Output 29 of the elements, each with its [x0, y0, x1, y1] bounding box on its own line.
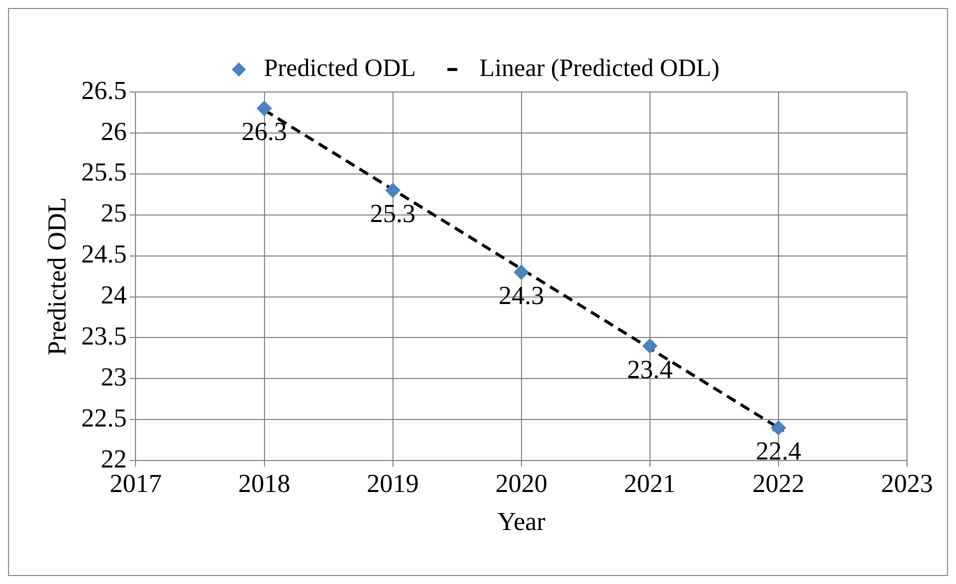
legend-label: Predicted ODL	[264, 55, 416, 82]
y-tick-label: 22.5	[81, 403, 127, 432]
x-tick-label: 2019	[366, 469, 419, 498]
data-label: 26.3	[242, 117, 287, 146]
data-label: 22.4	[756, 436, 802, 466]
y-tick-label: 26	[100, 116, 127, 146]
y-tick-label: 26.5	[81, 76, 127, 105]
data-label: 25.3	[370, 199, 416, 228]
y-tick-label: 23	[100, 362, 127, 392]
y-tick-label: 23.5	[81, 322, 127, 351]
x-tick-label: 2018	[238, 469, 290, 498]
point	[770, 420, 786, 436]
y-tick-label: 24.5	[81, 240, 127, 269]
x-tick-label: 2022	[752, 469, 804, 498]
point	[256, 100, 272, 116]
y-tick-label: 25	[100, 198, 127, 228]
data-label: 24.3	[498, 281, 544, 310]
point	[514, 264, 529, 280]
data-label: 23.4	[627, 354, 673, 384]
legend-label: Linear (Predicted ODL)	[479, 55, 720, 82]
x-tick-label: 2020	[495, 469, 548, 498]
x-tick-label: 2021	[624, 469, 676, 498]
point	[385, 182, 400, 198]
x-tick-label: 2023	[881, 469, 933, 498]
x-axis-title: Year	[497, 507, 546, 536]
y-tick-label: 24	[100, 280, 127, 310]
y-axis-title: Predicted ODL	[42, 197, 72, 356]
y-tick-label: 25.5	[81, 158, 127, 187]
point	[642, 338, 658, 354]
